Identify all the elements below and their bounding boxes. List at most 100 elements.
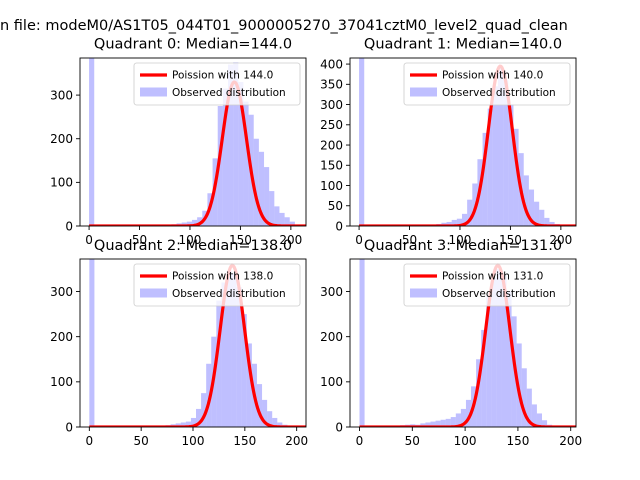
hist-bar	[231, 273, 237, 427]
hist-bar	[181, 222, 187, 226]
hist-bar	[467, 199, 473, 226]
hist-bar	[89, 58, 95, 226]
hist-bar	[534, 201, 540, 226]
hist-bar	[430, 421, 436, 427]
hist-bar	[262, 399, 268, 427]
hist-bar	[206, 363, 212, 427]
x-tick-label: 200	[559, 434, 582, 448]
hist-bar	[508, 104, 514, 226]
legend-label-observed: Observed distribution	[172, 87, 286, 99]
plot-area	[88, 259, 306, 427]
hist-bar	[197, 217, 203, 226]
legend-label-observed: Observed distribution	[172, 288, 286, 300]
x-tick-label: 100	[454, 434, 477, 448]
legend: Poission with 138.0 Observed distribution	[133, 263, 301, 307]
legend-label-poisson: Poission with 140.0	[442, 70, 543, 82]
y-tick-label: 100	[50, 375, 73, 389]
y-tick-label: 50	[328, 199, 343, 213]
hist-bar	[425, 422, 431, 427]
y-tick-label: 100	[50, 176, 73, 190]
figure-suptitle: n file: modeM0/AS1T05_044T01_9000005270_…	[0, 18, 568, 34]
poisson-curve	[87, 80, 306, 226]
hist-bar	[216, 300, 222, 427]
hist-bar	[513, 128, 519, 226]
hist-bar	[180, 422, 186, 427]
legend-box	[133, 263, 301, 307]
hist-bar	[450, 417, 456, 427]
y-tick-label: 300	[50, 88, 73, 102]
hist-bar	[264, 167, 270, 226]
y-tick-label: 0	[65, 219, 73, 233]
x-tick-label: 200	[549, 233, 572, 247]
hist-bar	[222, 88, 229, 226]
hist-bar	[256, 384, 263, 427]
legend-label-poisson: Poission with 131.0	[442, 271, 543, 283]
hist-bar	[541, 420, 548, 427]
legend-label-poisson: Poission with 138.0	[172, 271, 273, 283]
hist-bar	[267, 411, 273, 427]
x-tick-label: 150	[506, 434, 529, 448]
hist-bar	[451, 219, 457, 226]
plot-area	[357, 58, 576, 226]
legend: Poission with 131.0 Observed distribution	[403, 263, 571, 307]
hist-bar	[186, 221, 192, 226]
x-tick-label: 50	[132, 233, 147, 247]
y-tick-label: 150	[320, 159, 343, 173]
hist-bar	[246, 343, 252, 427]
hist-bar	[241, 314, 247, 427]
panel-title-0: Quadrant 0: Median=144.0	[94, 37, 292, 53]
panel-quadrant-1: 0 50 100 150 200 0 50 100 150 200 250 300 350 400 Pois…	[320, 37, 577, 247]
x-tick-label: 50	[134, 434, 149, 448]
y-tick-label: 250	[320, 118, 343, 132]
panel-title-3: Quadrant 3: Median=131.0	[364, 238, 562, 254]
legend-label-poisson: Poission with 144.0	[172, 70, 273, 82]
hist-bar	[359, 259, 365, 427]
hist-bar	[506, 291, 512, 427]
hist-bar	[445, 418, 451, 427]
hist-bar	[435, 420, 441, 427]
hist-bar	[496, 268, 502, 427]
y-tick-label: 350	[320, 78, 343, 92]
hist-bar	[277, 422, 283, 427]
hist-bar	[501, 275, 507, 427]
y-tick-label: 200	[320, 330, 343, 344]
hist-bar	[523, 175, 529, 226]
hist-bar	[226, 271, 232, 427]
panel-quadrant-0: 0 50 100 150 200 0 100 200 300 Poission with 144.…	[50, 37, 307, 247]
x-tick-label: 50	[405, 434, 420, 448]
hist-bar	[492, 86, 499, 226]
x-tick-label: 50	[402, 233, 417, 247]
hist-bar	[196, 408, 202, 427]
panel-quadrant-3: 0 50 100 150 200 0 100 200 300 Poission with 131.…	[320, 238, 582, 448]
x-tick-label: 100	[182, 434, 205, 448]
x-tick-label: 0	[356, 434, 364, 448]
hist-bar	[521, 368, 527, 427]
panel-title-2: Quadrant 2: Median=138.0	[94, 238, 292, 254]
hist-bar	[272, 417, 278, 427]
x-tick-label: 0	[355, 233, 363, 247]
x-tick-label: 200	[279, 233, 302, 247]
panel-quadrant-2: 0 50 100 150 200 0 100 200 300 Poission with 138.…	[50, 238, 308, 448]
hist-bar	[528, 189, 535, 226]
hist-bar	[461, 213, 468, 226]
legend-box	[403, 62, 571, 106]
y-tick-label: 0	[335, 219, 343, 233]
hist-bar	[175, 423, 181, 427]
hist-bar	[191, 219, 198, 226]
hist-bar	[455, 413, 461, 427]
hist-bar	[503, 80, 509, 226]
hist-bar	[481, 329, 487, 427]
hist-bar	[526, 388, 532, 427]
hist-bar	[539, 209, 545, 226]
y-tick-label: 300	[50, 285, 73, 299]
hist-bar	[359, 58, 365, 226]
legend-swatch-observed	[410, 87, 437, 97]
x-tick-label: 150	[233, 434, 256, 448]
y-tick-label: 400	[320, 57, 343, 71]
hist-bar	[486, 296, 492, 427]
y-tick-label: 200	[50, 132, 73, 146]
hist-bar	[238, 82, 244, 226]
x-tick-label: 0	[85, 233, 93, 247]
hist-bar	[228, 64, 234, 226]
hist-bar	[476, 359, 482, 427]
